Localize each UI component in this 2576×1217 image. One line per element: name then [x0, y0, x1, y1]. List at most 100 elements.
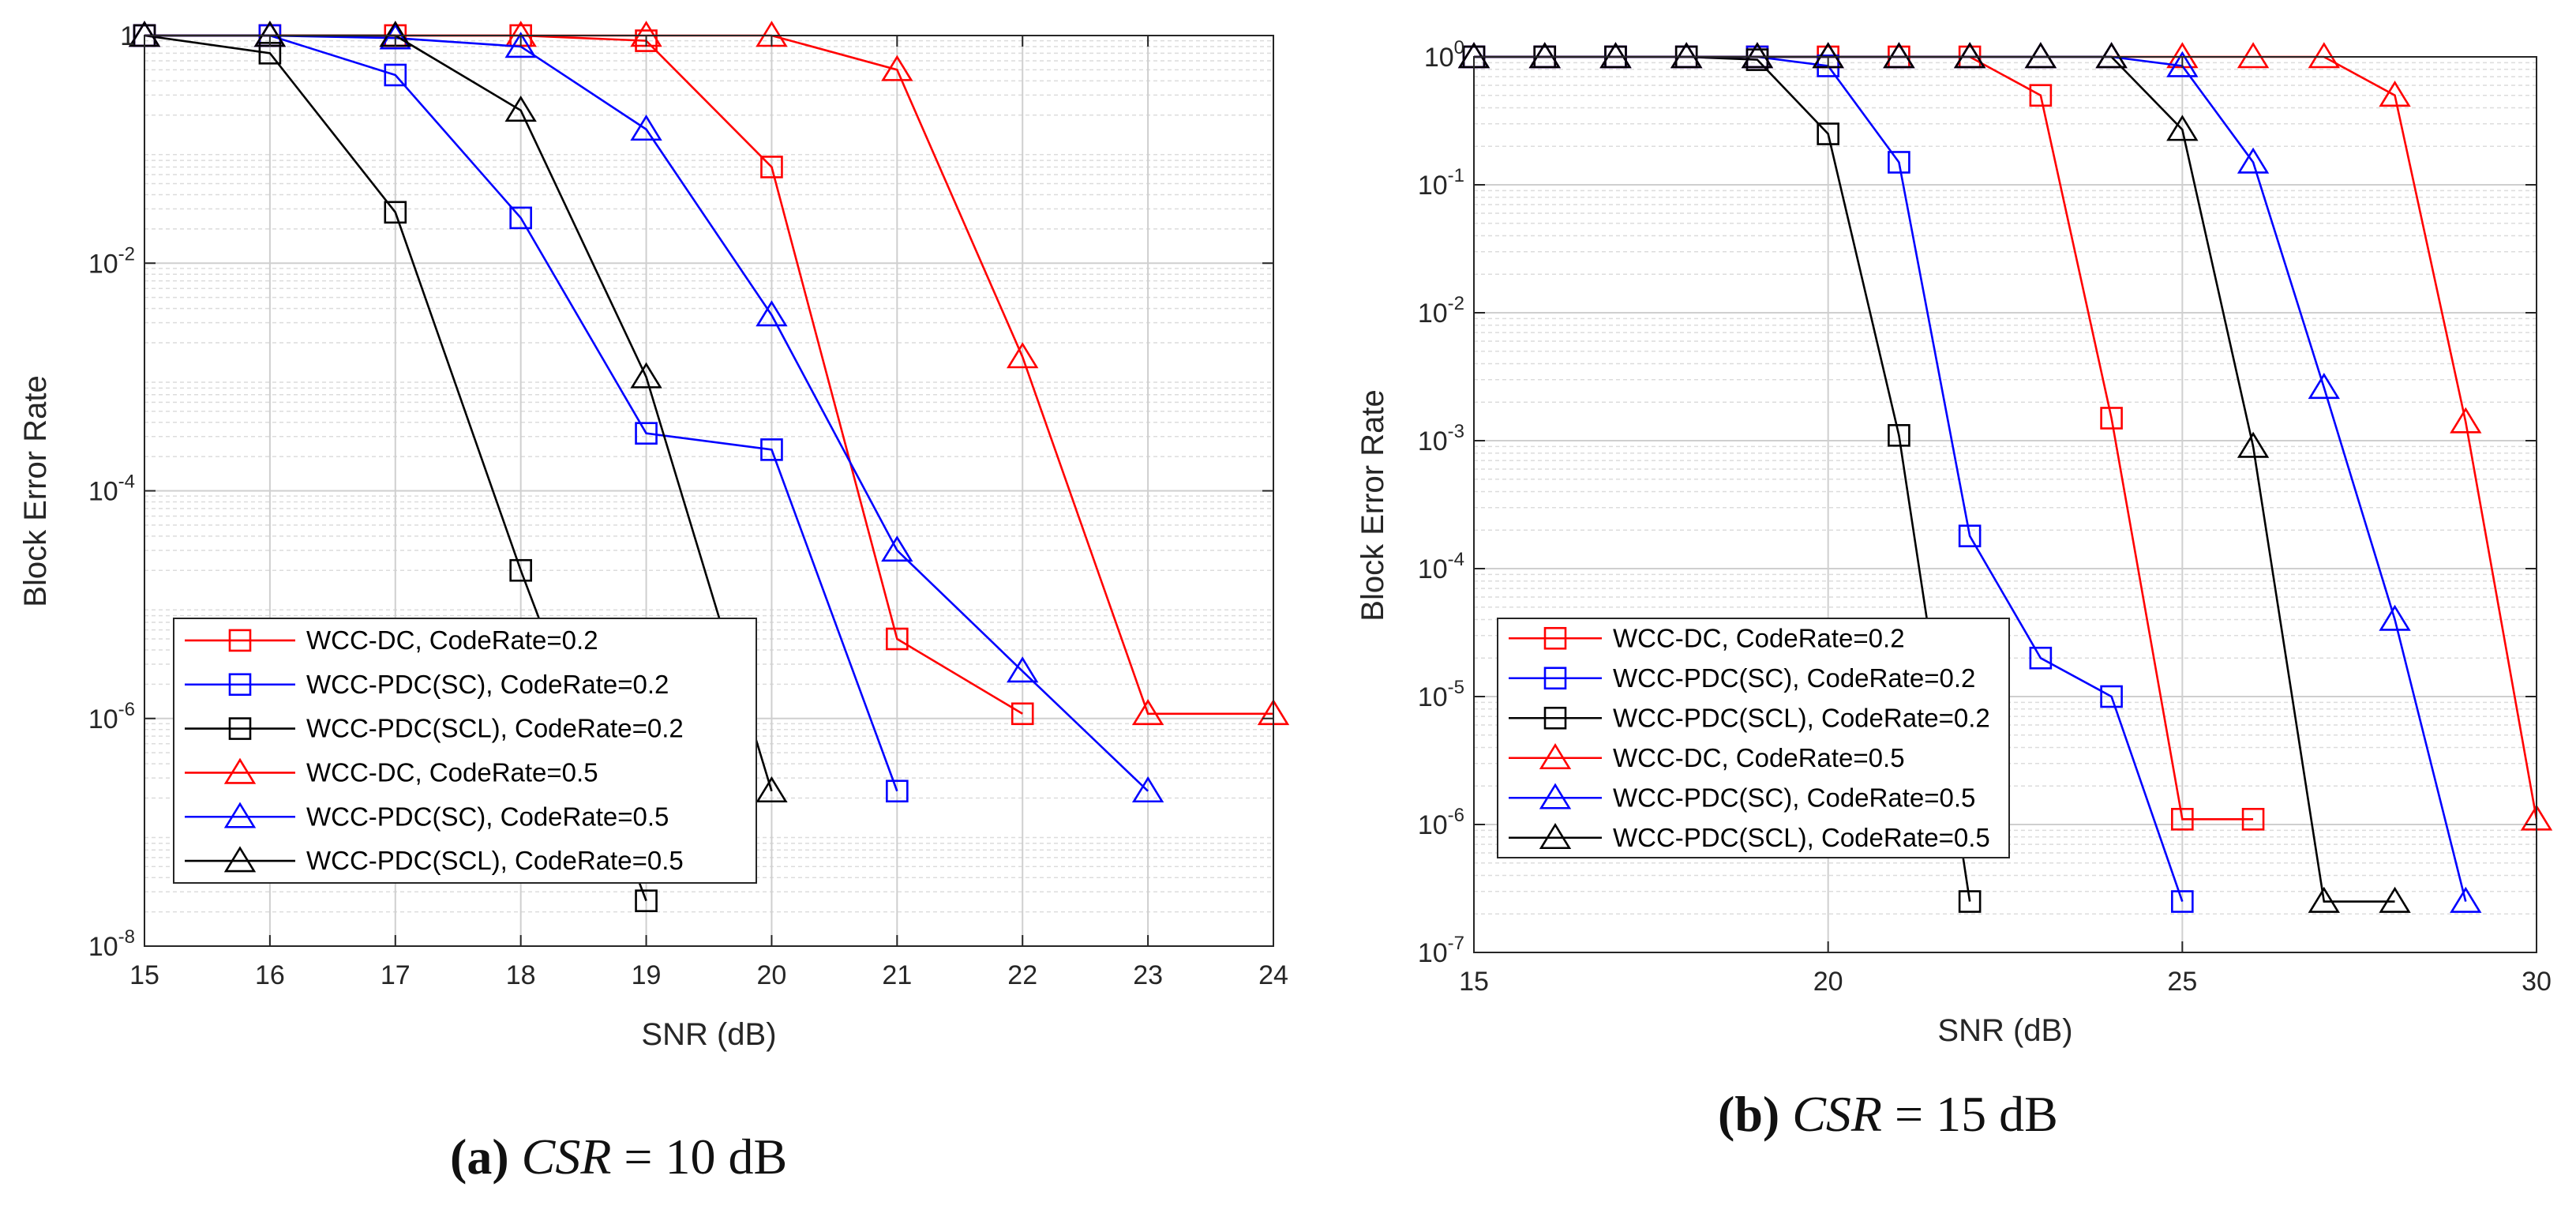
triangle-marker: [1131, 699, 1164, 726]
legend-item: WCC-PDC(SCL), CodeRate=0.5: [1509, 823, 1990, 852]
legend-box: [173, 618, 757, 884]
legend-item: WCC-PDC(SC), CodeRate=0.2: [1509, 663, 1975, 693]
legend-label: WCC-DC, CodeRate=0.2: [1613, 623, 1905, 652]
caption-variable: CSR: [1792, 1086, 1882, 1142]
legend-item: WCC-PDC(SC), CodeRate=0.5: [185, 802, 669, 831]
square-marker: [635, 889, 658, 912]
legend-label: WCC-PDC(SCL), CodeRate=0.2: [306, 714, 684, 743]
y-tick-base: 10: [1418, 171, 1448, 201]
triangle-marker: [223, 802, 257, 828]
triangle-marker: [2450, 407, 2482, 434]
triangle-marker: [2308, 373, 2340, 400]
x-tick-label: 22: [1007, 960, 1037, 990]
legend-label: WCC-PDC(SC), CodeRate=0.5: [1613, 783, 1975, 812]
square-marker: [2171, 807, 2194, 831]
triangle-marker: [504, 96, 537, 122]
triangle-marker: [2308, 886, 2340, 913]
triangle-marker: [630, 362, 662, 389]
square-marker: [384, 201, 407, 224]
y-tick-exponent: -6: [118, 699, 135, 720]
square-marker: [509, 558, 532, 582]
square-marker: [2029, 84, 2053, 107]
caption-space: [1779, 1086, 1792, 1142]
y-tick-base: 10: [1418, 938, 1448, 968]
triangle-marker: [504, 32, 537, 58]
y-tick-exponent: -5: [1448, 677, 1464, 698]
square-marker: [1543, 706, 1567, 730]
x-tick-label: 23: [1133, 960, 1163, 990]
legend-label: WCC-PDC(SC), CodeRate=0.2: [306, 670, 669, 699]
triangle-marker: [881, 54, 913, 81]
legend-label: WCC-PDC(SCL), CodeRate=0.5: [306, 846, 684, 875]
x-axis-label: SNR (dB): [1937, 1013, 2072, 1048]
square-marker: [2100, 685, 2123, 708]
legend-item: WCC-DC, CodeRate=0.5: [185, 757, 598, 787]
triangle-marker: [1670, 42, 1703, 69]
square-marker: [1817, 122, 1839, 145]
legend-label: WCC-PDC(SCL), CodeRate=0.5: [1613, 823, 1990, 852]
y-tick-exponent: -2: [1448, 293, 1464, 314]
y-tick-exponent: -4: [1448, 549, 1464, 570]
y-tick-exponent: -6: [1448, 805, 1464, 826]
square-marker: [1543, 626, 1567, 650]
y-tick-exponent: -3: [1448, 421, 1464, 442]
triangle-marker: [1539, 743, 1572, 770]
square-marker: [760, 156, 783, 178]
y-tick-exponent: -4: [118, 471, 135, 493]
triangle-marker: [630, 115, 662, 141]
triangle-marker: [2024, 42, 2057, 69]
x-axis-label: SNR (dB): [641, 1017, 776, 1052]
y-axis-label: Block Error Rate: [18, 375, 53, 607]
triangle-marker: [1539, 783, 1572, 809]
legend-label: WCC-DC, CodeRate=0.5: [306, 757, 598, 787]
y-tick-label: 10-6: [88, 699, 135, 734]
y-tick-label: 10-6: [1418, 805, 1464, 840]
chart-a: 15 16 17 18 19 20 21 22 23 2410-810-610-410-21SNR…: [18, 21, 1290, 1185]
triangle-marker: [756, 300, 788, 327]
square-marker: [2171, 890, 2194, 913]
triangle-marker: [2237, 431, 2270, 458]
legend-label: WCC-PDC(SC), CodeRate=0.2: [1613, 663, 1975, 693]
square-marker: [886, 627, 909, 651]
y-tick-base: 10: [1418, 682, 1448, 712]
y-tick-base: 10: [1424, 43, 1454, 73]
square-marker: [228, 673, 252, 697]
legend-item: WCC-DC, CodeRate=0.5: [1509, 743, 1905, 772]
chart-b: 15 20 25 3010-710-610-510-410-310-210-1100S…: [1355, 37, 2553, 1142]
y-tick-base: 10: [1418, 554, 1448, 584]
triangle-marker: [1007, 656, 1039, 683]
y-tick-exponent: -2: [118, 243, 135, 265]
y-tick-exponent: -1: [1448, 165, 1464, 186]
triangle-marker: [1599, 42, 1632, 69]
x-tick-label: 30: [2522, 967, 2552, 997]
x-tick-label: 21: [882, 960, 912, 990]
square-marker: [2241, 807, 2265, 831]
y-tick-base: 10: [88, 932, 118, 962]
x-tick-label: 25: [2167, 967, 2197, 997]
square-marker: [1888, 151, 1910, 174]
tick-marks: [144, 35, 1274, 947]
legend-label: WCC-PDC(SC), CodeRate=0.5: [306, 802, 669, 831]
triangle-marker: [2166, 51, 2199, 77]
y-tick-base: 10: [88, 249, 118, 279]
legend-item: WCC-PDC(SC), CodeRate=0.5: [1509, 783, 1975, 812]
legend-item: WCC-PDC(SC), CodeRate=0.2: [185, 670, 669, 699]
y-tick-label: 10-8: [88, 926, 135, 962]
axes-box: [1473, 56, 2537, 953]
triangle-marker: [2379, 604, 2411, 631]
triangle-marker: [223, 846, 257, 873]
caption-letter: (a): [450, 1129, 509, 1185]
caption-variable: CSR: [522, 1129, 612, 1185]
y-tick-base: 10: [1418, 426, 1448, 456]
y-tick-label: 1: [120, 21, 135, 51]
triangle-marker: [2450, 886, 2482, 913]
x-tick-label: 15: [129, 960, 159, 990]
y-tick-label: 10-2: [88, 243, 135, 279]
legend: WCC-DC, CodeRate=0.2 WCC-PDC(SC), CodeRat…: [173, 618, 757, 884]
y-tick-label: 10-1: [1418, 165, 1464, 201]
x-tick-label: 17: [381, 960, 411, 990]
caption-letter: (b): [1718, 1086, 1779, 1142]
x-tick-label: 24: [1258, 960, 1288, 990]
legend-label: WCC-DC, CodeRate=0.2: [306, 625, 598, 655]
